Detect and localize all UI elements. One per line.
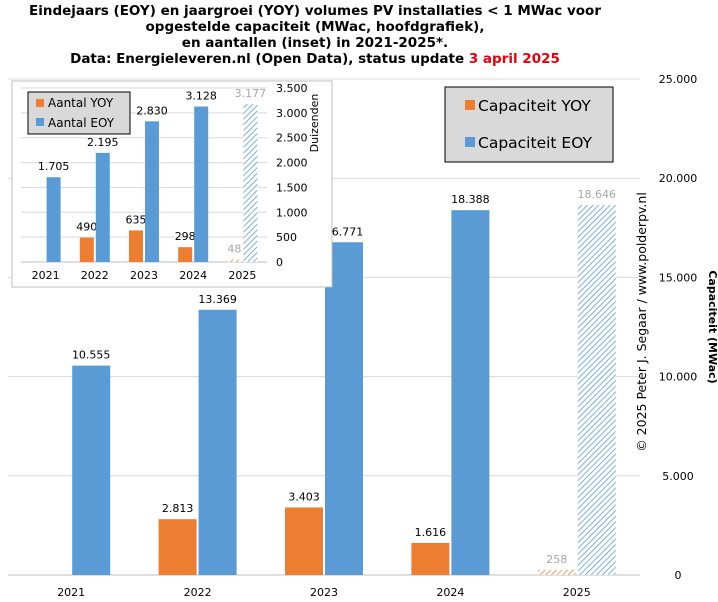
inset-y-tick-label: 3.500 (276, 82, 308, 95)
main-bar-eoy (198, 309, 237, 575)
inset-data-label-yoy: 298 (175, 230, 196, 243)
chart-title: Eindejaars (EOY) en jaargroei (YOY) volu… (0, 3, 630, 67)
main-data-label-yoy: 1.616 (415, 526, 447, 539)
inset-bar-yoy (178, 247, 193, 262)
title-line-3: en aantallen (inset) in 2021-2025*. (181, 35, 449, 51)
inset-y-tick-label: 0 (276, 256, 283, 269)
main-y-tick-label: 20.000 (659, 172, 698, 185)
title-source: Data: Energieleveren.nl (Open Data), sta… (70, 51, 469, 67)
inset-x-tick-label: 2021 (32, 269, 60, 282)
title-line-4: Data: Energieleveren.nl (Open Data), sta… (0, 51, 630, 67)
title-line-2: opgestelde capaciteit (MWac, hoofdgrafie… (145, 19, 485, 35)
inset-data-label-eoy: 2.195 (87, 136, 119, 149)
legend-label-eoy: Capaciteit EOY (478, 134, 593, 152)
main-data-label-yoy: 2.813 (162, 502, 194, 515)
main-data-label-eoy: 16.771 (325, 225, 364, 238)
main-bar-eoy (325, 242, 363, 575)
inset-bar-eoy (145, 121, 159, 263)
inset-x-tick-label: 2024 (179, 269, 207, 282)
main-data-label-eoy: 18.388 (451, 193, 490, 206)
inset-data-label-eoy: 1.705 (38, 160, 70, 173)
main-y-tick-label: 5.000 (662, 470, 694, 483)
inset-bar-eoy (95, 152, 110, 262)
main-data-label-yoy: 258 (546, 553, 567, 566)
main-x-tick-label: 2022 (184, 586, 212, 599)
inset-data-label-eoy: 3.128 (185, 89, 217, 102)
main-bar-yoy (285, 507, 323, 575)
legend-label-yoy: Capaciteit YOY (478, 97, 591, 115)
main-y-tick-label: 0 (675, 569, 682, 582)
main-bar-eoy (72, 365, 111, 575)
inset-bar-eoy (194, 106, 209, 262)
inset-data-label-yoy: 490 (76, 221, 97, 234)
inset-data-label-yoy: 48 (227, 243, 241, 256)
main-y-tick-label: 15.000 (659, 271, 698, 284)
main-y-tick-label: 25.000 (659, 73, 698, 86)
inset-data-label-yoy: 635 (126, 213, 147, 226)
title-line-1: Eindejaars (EOY) en jaargroei (YOY) volu… (29, 3, 601, 19)
inset-y-tick-label: 1.000 (276, 206, 308, 219)
inset-y-axis-title: Duizenden (308, 94, 321, 153)
main-data-label-yoy: 3.403 (288, 490, 320, 503)
inset-legend: Aantal YOY Aantal EOY (27, 91, 131, 135)
watermark-credit: © 2025 Peter J. Segaar / www.polderpv.nl (634, 192, 649, 452)
legend-swatch-eoy (465, 137, 475, 147)
main-bar-eoy (577, 205, 616, 575)
inset-x-tick-label: 2022 (81, 269, 109, 282)
main-x-tick-label: 2021 (57, 586, 85, 599)
inset-data-label-eoy: 2.830 (136, 104, 168, 117)
main-bar-eoy (451, 210, 490, 576)
main-bar-yoy (411, 542, 450, 575)
inset-legend-label-yoy: Aantal YOY (48, 96, 114, 110)
main-y-axis-title: Capaciteit (MWac) (706, 270, 718, 383)
inset-legend-swatch-eoy (36, 118, 44, 126)
inset-y-tick-label: 1.500 (276, 181, 308, 194)
inset-y-tick-label: 2.500 (276, 132, 308, 145)
inset-legend-swatch-yoy (36, 99, 44, 107)
inset-bar-yoy (129, 230, 143, 262)
main-bar-yoy (537, 569, 576, 575)
main-x-tick-label: 2025 (563, 586, 591, 599)
inset-y-tick-label: 3.000 (276, 107, 308, 120)
inset-bar-eoy (46, 177, 61, 262)
inset-bar-yoy (79, 237, 94, 262)
main-data-label-eoy: 10.555 (72, 349, 111, 362)
main-x-tick-label: 2024 (436, 586, 464, 599)
main-y-tick-label: 10.000 (659, 371, 698, 384)
inset-bar-yoy (227, 259, 242, 262)
main-bar-yoy (158, 519, 197, 575)
main-data-label-eoy: 18.646 (578, 188, 617, 201)
inset-x-tick-label: 2025 (228, 269, 256, 282)
legend-swatch-yoy (465, 100, 475, 110)
main-x-tick-label: 2023 (310, 586, 338, 599)
main-data-label-eoy: 13.369 (198, 293, 237, 306)
inset-legend-box (27, 91, 131, 135)
inset-y-tick-label: 2.000 (276, 157, 308, 170)
title-update-date: 3 april 2025 (468, 51, 560, 67)
inset-chart: 0 500 1.000 1.500 2.000 2.500 3.000 3.500Duizen… (11, 80, 333, 288)
main-legend-box (444, 86, 614, 163)
inset-legend-label-eoy: Aantal EOY (48, 116, 115, 130)
inset-y-tick-label: 500 (276, 231, 297, 244)
inset-data-label-eoy: 3.177 (235, 87, 267, 100)
inset-x-tick-label: 2023 (130, 269, 158, 282)
main-legend: Capaciteit YOY Capaciteit EOY (444, 86, 614, 163)
inset-bar-eoy (243, 104, 258, 263)
